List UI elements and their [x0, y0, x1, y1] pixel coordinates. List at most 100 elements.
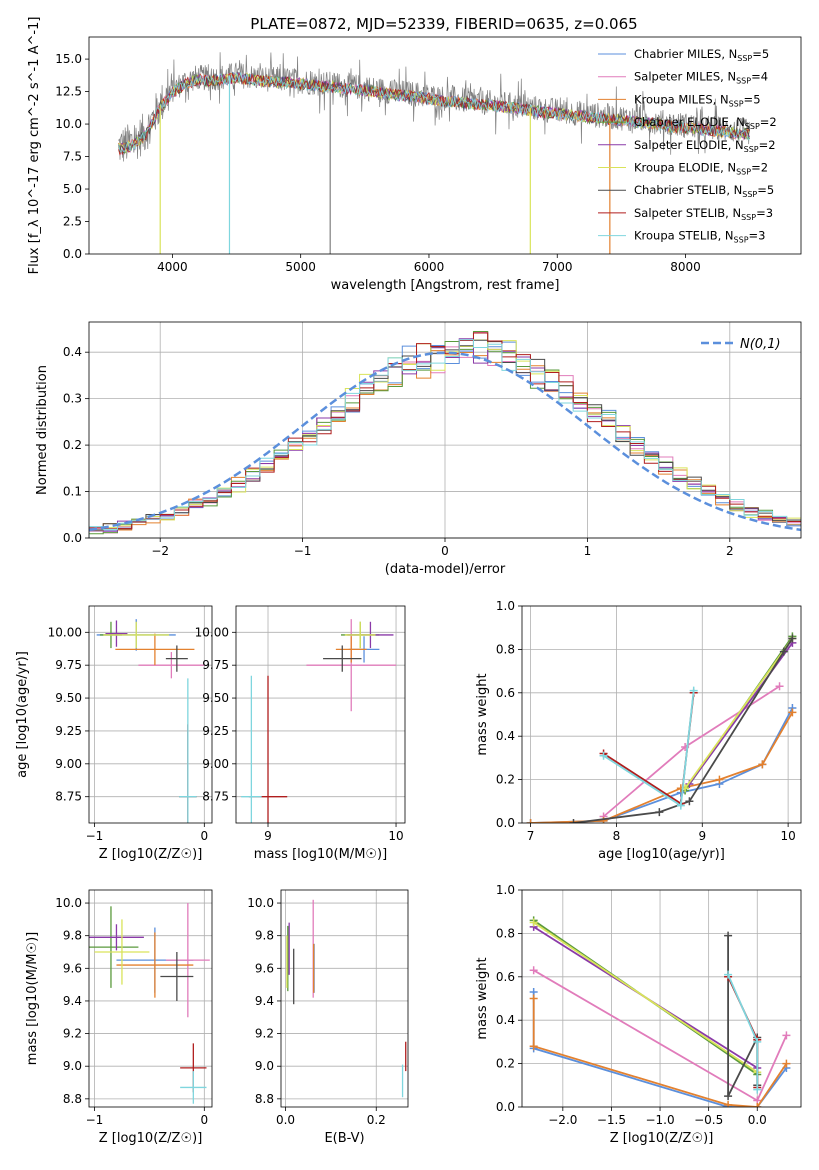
- data-point-marker: [788, 634, 797, 643]
- series-line-chabrier-miles: [530, 707, 794, 823]
- axes-frame: [88, 36, 802, 255]
- x-tick-label: −2.0: [548, 1113, 577, 1127]
- y-tick-label: 9.8: [255, 929, 274, 943]
- x-tick-label: −1: [86, 1113, 104, 1127]
- data-point-marker: [782, 1031, 791, 1040]
- legend-name: Kroupa MILES: [634, 92, 713, 106]
- legend-nssp-prefix: , N: [725, 206, 741, 220]
- x-tick-label: 0.0: [276, 1113, 295, 1127]
- histograms: [89, 331, 801, 538]
- legend-nssp-prefix: , N: [726, 183, 742, 197]
- legend-nssp-prefix: , N: [718, 229, 734, 243]
- residuals-axes: −2 −1 0 1 2 0.0 0.1 0.2 0.3 0.4 (data-model)/error…: [35, 321, 802, 577]
- data-point-marker: [685, 797, 694, 806]
- legend-nssp-prefix: , N: [728, 138, 744, 152]
- legend-nssp-sub: SSP: [729, 99, 744, 108]
- legend-nssp-eq: =: [752, 47, 762, 61]
- axes-frame: [280, 889, 409, 1108]
- data-point-marker: [775, 682, 784, 691]
- data-point-marker: [569, 819, 578, 823]
- x-axis-label: age [log10(age/yr)]: [598, 847, 725, 862]
- legend-name: Kroupa ELODIE: [634, 161, 720, 175]
- y-axis-label: Normed distribution: [35, 365, 50, 495]
- series-line-chabrier-stelib: [573, 638, 794, 823]
- axes-frame: [521, 889, 802, 1108]
- legend-name: Salpeter ELODIE: [634, 138, 728, 152]
- legend-nssp-sub: SSP: [734, 236, 749, 245]
- model-line-chabrier-stelib: [118, 72, 751, 154]
- legend-nssp: 4: [761, 70, 768, 84]
- x-tick-label: 10: [780, 829, 795, 843]
- legend-label: Chabrier STELIB, NSSP=5: [634, 183, 774, 199]
- legend-nssp-sub: SSP: [745, 122, 760, 131]
- y-tick-label: 0.1: [63, 485, 82, 499]
- legend-nssp: 5: [767, 183, 774, 197]
- legend-nssp-prefix: , N: [721, 47, 737, 61]
- figure-title: PLATE=0872, MJD=52339, FIBERID=0635, z=0…: [250, 15, 637, 33]
- legend-nssp: 5: [753, 92, 760, 106]
- legend-nssp-eq: =: [759, 138, 769, 152]
- data-point-marker: [724, 931, 733, 940]
- mass-weight-vs-Z-axes: −2.0 −1.5 −1.0 −0.5 0.0 0.0 0.2 0.4 0.6 0.8 1.0 Z […: [475, 883, 802, 1146]
- y-tick-label: 9.6: [255, 961, 274, 975]
- y-tick-label: 0.4: [496, 1013, 515, 1027]
- legend-name: Salpeter MILES: [634, 70, 720, 84]
- series-line-kroupa-elodie: [684, 637, 794, 789]
- y-tick-label: 2.5: [63, 215, 82, 229]
- y-tick-label: 9.00: [202, 757, 229, 771]
- data-point-marker: [526, 819, 535, 823]
- x-tick-label: 0.2: [367, 1113, 386, 1127]
- legend-label: Salpeter STELIB, NSSP=3: [634, 206, 773, 222]
- data-point-marker: [599, 751, 608, 760]
- age-vs-Z-axes: −1 0 8.75 9.00 9.25 9.50 9.75 10.00 Z [log10(Z/Z…: [15, 605, 213, 862]
- mass-vs-Z-axes: −1 0 8.8 9.0 9.2 9.4 9.6 9.8 10.0 Z [log10(Z/Z☉)]…: [25, 889, 213, 1146]
- legend-label: Kroupa ELODIE, NSSP=2: [634, 161, 768, 177]
- y-tick-label: 0.2: [496, 773, 515, 787]
- y-tick-label: 15.0: [55, 52, 82, 66]
- y-tick-label: 10.0: [55, 117, 82, 131]
- mass-weight-vs-age-lines: [526, 632, 797, 823]
- y-tick-label: 0.2: [496, 1057, 515, 1071]
- mass-vs-EBV-points: [286, 899, 407, 1098]
- x-tick-label: 4000: [157, 260, 188, 274]
- age-vs-mass-axes: 9 10 8.75 9.00 9.25 9.50 9.75 10.00 mass [log10(…: [195, 605, 406, 862]
- y-tick-label: 9.0: [63, 1059, 82, 1073]
- y-tick-label: 0.0: [63, 531, 82, 545]
- x-tick-label: −1: [86, 829, 104, 843]
- x-tick-label: 9: [264, 829, 272, 843]
- y-tick-label: 10.0: [247, 896, 274, 910]
- x-tick-label: 8: [613, 829, 621, 843]
- y-tick-label: 9.8: [63, 929, 82, 943]
- model-line-salpeter-stelib: [118, 71, 750, 156]
- y-tick-label: 8.75: [55, 790, 82, 804]
- legend-label: Salpeter MILES, NSSP=4: [634, 70, 768, 86]
- y-tick-label: 0.6: [496, 686, 515, 700]
- x-tick-label: 8000: [670, 260, 701, 274]
- y-tick-label: 8.8: [63, 1092, 82, 1106]
- x-tick-label: 0.0: [748, 1113, 767, 1127]
- legend-nssp-sub: SSP: [736, 168, 751, 177]
- mass-vs-Z-points: [89, 903, 210, 1104]
- model-line-kroupa-stelib: [118, 72, 750, 154]
- axes-frame: [235, 605, 406, 824]
- y-tick-label: 9.2: [63, 1027, 82, 1041]
- x-tick-label: −1.0: [645, 1113, 674, 1127]
- mass-weight-vs-age-axes: 7 8 9 10 0.0 0.2 0.4 0.6 0.8 1.0 age [log10(age/yr…: [475, 599, 802, 862]
- x-tick-label: 0: [200, 829, 208, 843]
- y-tick-label: 9.2: [255, 1027, 274, 1041]
- y-axis-label: mass [log10(M/M☉)]: [25, 932, 40, 1065]
- y-tick-label: 9.50: [202, 691, 229, 705]
- legend-nssp-eq: =: [744, 92, 754, 106]
- axes-frame: [88, 605, 213, 824]
- y-tick-label: 9.00: [55, 757, 82, 771]
- data-point-marker: [724, 970, 733, 979]
- x-tick-label: 7000: [542, 260, 573, 274]
- x-axis-label: E(B-V): [324, 1131, 364, 1146]
- normal-pdf-line: [89, 351, 801, 532]
- y-axis-label: mass weight: [475, 957, 490, 1039]
- y-tick-label: 9.25: [55, 724, 82, 738]
- y-axis-label: mass weight: [475, 673, 490, 755]
- y-tick-label: 0.4: [63, 345, 82, 359]
- x-tick-label: −2: [151, 544, 169, 558]
